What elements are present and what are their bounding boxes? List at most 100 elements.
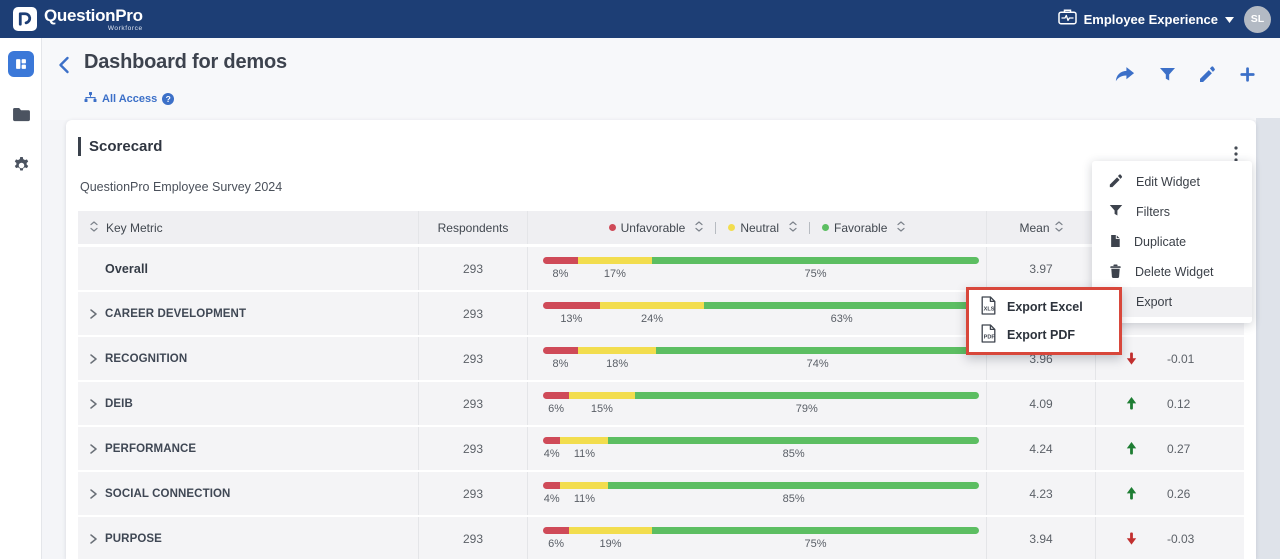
neutral-percent-label: 11% — [573, 448, 596, 460]
widget-subtitle: QuestionPro Employee Survey 2024 — [80, 180, 283, 194]
menu-item-label: Filters — [1136, 205, 1171, 219]
arrow-up-icon — [1126, 397, 1137, 410]
expand-chevron-icon[interactable] — [90, 398, 97, 409]
share-button[interactable] — [1114, 66, 1136, 83]
stacked-bar — [543, 347, 979, 354]
respondents-value: 293 — [462, 396, 484, 411]
back-button[interactable] — [58, 56, 70, 79]
filter-button[interactable] — [1159, 67, 1176, 82]
access-badge[interactable]: All Access ? — [84, 90, 175, 108]
chart-legend: Unfavorable Neutral Favorable — [527, 211, 986, 244]
sidebar-item-dashboards[interactable] — [0, 38, 42, 77]
sort-icon[interactable] — [789, 219, 797, 237]
sidebar-item-folders[interactable] — [0, 107, 42, 127]
sort-icon[interactable] — [897, 219, 905, 237]
change-value: -0.03 — [1167, 531, 1195, 546]
export-submenu-highlight: XLS Export Excel PDF Export PDF — [966, 287, 1122, 355]
sort-icon[interactable] — [90, 219, 98, 237]
unfavorable-segment — [543, 527, 570, 534]
back-chevron-icon — [59, 56, 69, 74]
menu-item-label: Export — [1136, 295, 1173, 309]
mean-value: 4.09 — [1029, 396, 1053, 411]
neutral-percent-label: 17% — [603, 268, 626, 280]
filter-icon — [1109, 204, 1123, 220]
favorable-segment — [651, 527, 979, 534]
expand-chevron-icon[interactable] — [90, 488, 97, 499]
stacked-bar — [543, 302, 979, 309]
stacked-bar — [543, 257, 979, 264]
briefcase-pulse-icon — [1057, 8, 1077, 30]
mean-value: 3.94 — [1029, 531, 1053, 546]
xls-file-icon: XLS — [980, 296, 997, 318]
column-header-mean[interactable]: Mean — [1019, 220, 1050, 235]
legend-unfavorable-label: Unfavorable — [620, 220, 686, 235]
favorable-segment — [634, 392, 979, 399]
table-row[interactable]: Overall 293 8% 17% 75% 3.97 — [78, 247, 1244, 292]
sort-icon[interactable] — [695, 219, 703, 237]
neutral-percent-label: 15% — [590, 403, 613, 415]
submenu-item-label: Export Excel — [1007, 300, 1083, 314]
neutral-segment — [577, 257, 652, 264]
expand-chevron-icon[interactable] — [90, 308, 97, 319]
table-row[interactable]: SOCIAL CONNECTION 293 4% 11% 85% 4.23 0.26 — [78, 472, 1244, 517]
menu-item-filters[interactable]: Filters — [1092, 197, 1252, 227]
respondents-value: 293 — [462, 261, 484, 276]
brand-name: QuestionPro — [44, 5, 143, 25]
caret-down-icon — [1225, 10, 1234, 28]
menu-item-edit-widget[interactable]: Edit Widget — [1092, 167, 1252, 197]
legend-favorable[interactable]: Favorable — [822, 219, 905, 237]
brand[interactable]: QuestionPro Workforce — [13, 7, 143, 32]
brand-subtitle: Workforce — [107, 24, 143, 32]
page-header: Dashboard for demos All Access ? — [42, 38, 1280, 120]
expand-chevron-icon[interactable] — [90, 353, 97, 364]
submenu-item-export-pdf[interactable]: PDF Export PDF — [969, 321, 1119, 349]
questionpro-logo-icon — [13, 7, 37, 31]
bar-labels: 6% 15% 79% — [543, 403, 979, 415]
stacked-bar — [543, 392, 979, 399]
neutral-percent-label: 24% — [640, 313, 663, 325]
table-row[interactable]: PURPOSE 293 6% 19% 75% 3.94 -0.03 — [78, 517, 1244, 559]
sidebar-item-settings[interactable] — [0, 157, 42, 179]
favorable-segment — [656, 347, 979, 354]
favorable-segment — [651, 257, 979, 264]
page-gutter — [1256, 118, 1280, 559]
menu-item-duplicate[interactable]: Duplicate — [1092, 227, 1252, 257]
favorable-segment — [608, 437, 979, 444]
avatar[interactable]: SL — [1244, 5, 1271, 33]
workspace-switcher[interactable]: Employee Experience — [1057, 8, 1234, 30]
widget-title: Scorecard — [78, 137, 1244, 156]
metric-name: Overall — [105, 261, 149, 276]
table-row[interactable]: PERFORMANCE 293 4% 11% 85% 4.24 0.27 — [78, 427, 1244, 472]
table-header-row: Key Metric Respondents Unfavorable Neutr… — [78, 211, 1244, 247]
access-label: All Access — [102, 93, 158, 105]
metric-name: DEIB — [105, 397, 133, 410]
respondents-value: 293 — [462, 486, 484, 501]
add-widget-button[interactable] — [1239, 66, 1256, 83]
sitemap-icon — [84, 90, 97, 108]
unfavorable-percent-label: 6% — [548, 538, 565, 550]
legend-unfavorable[interactable]: Unfavorable — [608, 219, 704, 237]
favorable-percent-label: 75% — [804, 538, 827, 550]
top-navbar: QuestionPro Workforce Employee Experienc… — [0, 0, 1280, 38]
edit-button[interactable] — [1199, 66, 1216, 83]
column-header-key-metric[interactable]: Key Metric — [106, 220, 163, 235]
table-row[interactable]: DEIB 293 6% 15% 79% 4.09 0.12 — [78, 382, 1244, 427]
neutral-segment — [560, 482, 609, 489]
column-header-respondents: Respondents — [437, 220, 509, 235]
metric-name: RECOGNITION — [105, 352, 188, 365]
help-icon[interactable]: ? — [162, 93, 175, 105]
change-value: 0.27 — [1167, 441, 1191, 456]
legend-neutral[interactable]: Neutral — [728, 219, 797, 237]
bar-labels: 6% 19% 75% — [543, 538, 979, 550]
sort-icon[interactable] — [1054, 219, 1063, 237]
menu-item-delete-widget[interactable]: Delete Widget — [1092, 257, 1252, 287]
neutral-segment — [569, 392, 635, 399]
widget-menu-button[interactable] — [1230, 144, 1242, 169]
expand-chevron-icon[interactable] — [90, 443, 97, 454]
submenu-item-export-excel[interactable]: XLS Export Excel — [969, 293, 1119, 321]
expand-chevron-icon[interactable] — [90, 533, 97, 544]
favorable-percent-label: 75% — [804, 268, 827, 280]
trash-icon — [1109, 264, 1122, 281]
filter-icon — [1160, 67, 1175, 81]
arrow-up-icon — [1126, 442, 1137, 455]
